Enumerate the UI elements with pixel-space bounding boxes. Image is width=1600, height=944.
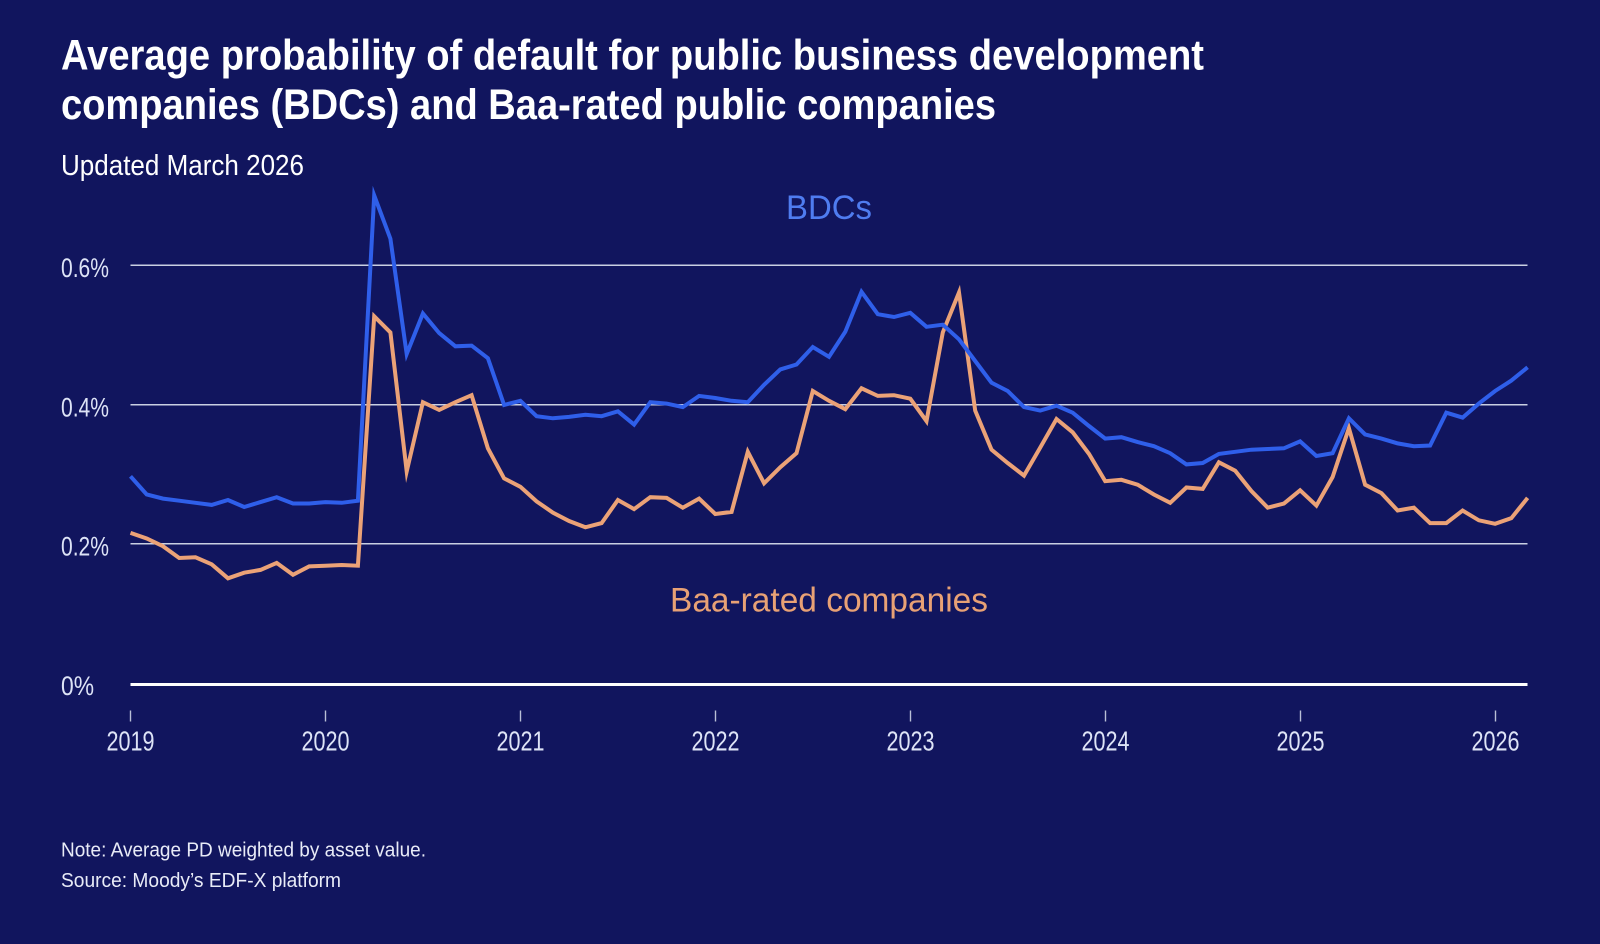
svg-text:2021: 2021 [497, 726, 545, 757]
svg-text:0.6%: 0.6% [61, 253, 109, 283]
svg-text:Source: Moody’s EDF-X platform: Source: Moody’s EDF-X platform [61, 870, 341, 892]
svg-text:2019: 2019 [107, 726, 155, 757]
svg-text:2022: 2022 [692, 726, 740, 757]
svg-text:2025: 2025 [1277, 726, 1325, 757]
svg-text:BDCs: BDCs [786, 189, 872, 227]
svg-text:0%: 0% [61, 671, 94, 701]
svg-text:2023: 2023 [887, 726, 935, 757]
svg-text:2024: 2024 [1082, 726, 1130, 757]
svg-text:2026: 2026 [1472, 726, 1520, 757]
svg-text:2020: 2020 [302, 726, 350, 757]
svg-text:Note: Average PD weighted by a: Note: Average PD weighted by asset value… [61, 839, 426, 861]
svg-text:Updated March 2026: Updated March 2026 [61, 150, 304, 182]
svg-text:0.2%: 0.2% [61, 532, 109, 562]
svg-text:0.4%: 0.4% [61, 393, 109, 423]
svg-text:Baa-rated companies: Baa-rated companies [670, 582, 988, 620]
svg-text:companies (BDCs) and Baa-rated: companies (BDCs) and Baa-rated public co… [61, 81, 996, 129]
svg-text:Average probability of default: Average probability of default for publi… [61, 31, 1204, 79]
